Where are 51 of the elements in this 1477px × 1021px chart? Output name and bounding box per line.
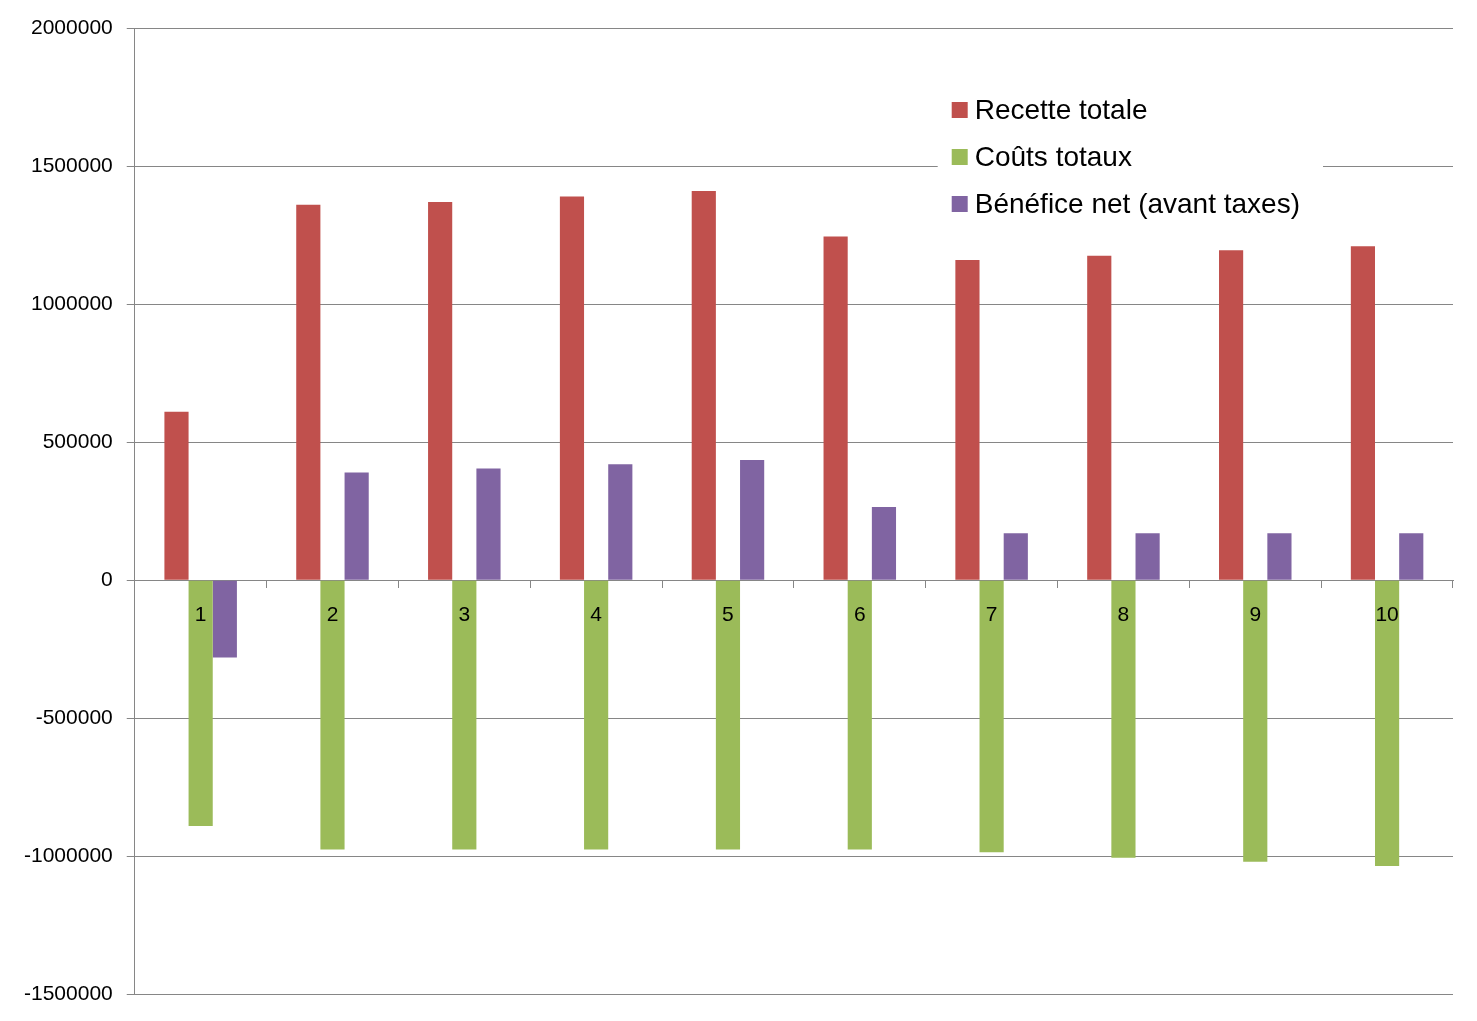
x-tick-label: 1	[194, 601, 207, 625]
bar	[188, 580, 213, 826]
legend-label: Bénéfice net (avant taxes)	[974, 187, 1300, 219]
y-tick-label: 500000	[42, 428, 113, 452]
y-tick-label: 2000000	[30, 14, 113, 38]
legend-label: Recette totale	[974, 93, 1148, 125]
x-tick-label: 7	[985, 601, 998, 625]
bar	[1350, 246, 1375, 580]
bar	[955, 259, 980, 580]
y-tick-label: -1000000	[24, 843, 113, 867]
bar	[1267, 533, 1292, 580]
bar	[296, 204, 321, 580]
bar	[847, 580, 872, 850]
bar	[1087, 255, 1112, 580]
bar	[715, 580, 741, 850]
x-tick-label: 4	[590, 601, 603, 625]
x-tick-label: 2	[326, 601, 339, 625]
bar	[691, 190, 716, 580]
bar	[428, 201, 453, 580]
x-tick-label: 8	[1117, 601, 1130, 625]
bar	[823, 236, 848, 580]
bar	[1135, 533, 1160, 580]
y-tick-label: 1000000	[30, 290, 113, 314]
bar	[1399, 533, 1424, 580]
bar	[584, 580, 609, 850]
x-tick-label: 6	[853, 601, 866, 625]
bar	[1111, 580, 1136, 858]
bar	[740, 460, 765, 580]
bar	[320, 580, 345, 850]
legend-label: Coûts totaux	[974, 140, 1132, 172]
bar	[476, 468, 501, 580]
x-tick-label: 10	[1375, 601, 1399, 625]
bar	[1375, 580, 1400, 867]
bar	[871, 507, 897, 580]
x-tick-label: 3	[458, 601, 471, 625]
y-tick-label: -1500000	[24, 981, 113, 1005]
bar	[559, 196, 585, 580]
bar	[979, 580, 1004, 853]
bar	[1219, 250, 1244, 580]
bar	[164, 411, 189, 580]
bar	[452, 580, 477, 850]
y-tick-label: 0	[101, 567, 113, 591]
y-tick-label: -500000	[35, 705, 113, 729]
y-tick-label: 1500000	[30, 152, 113, 176]
x-tick-label: 9	[1249, 601, 1262, 625]
x-tick-label: 5	[722, 601, 734, 625]
bar	[212, 580, 237, 658]
bar	[1003, 533, 1028, 580]
bar	[608, 464, 633, 580]
bar	[344, 472, 369, 580]
bar	[1243, 580, 1268, 862]
